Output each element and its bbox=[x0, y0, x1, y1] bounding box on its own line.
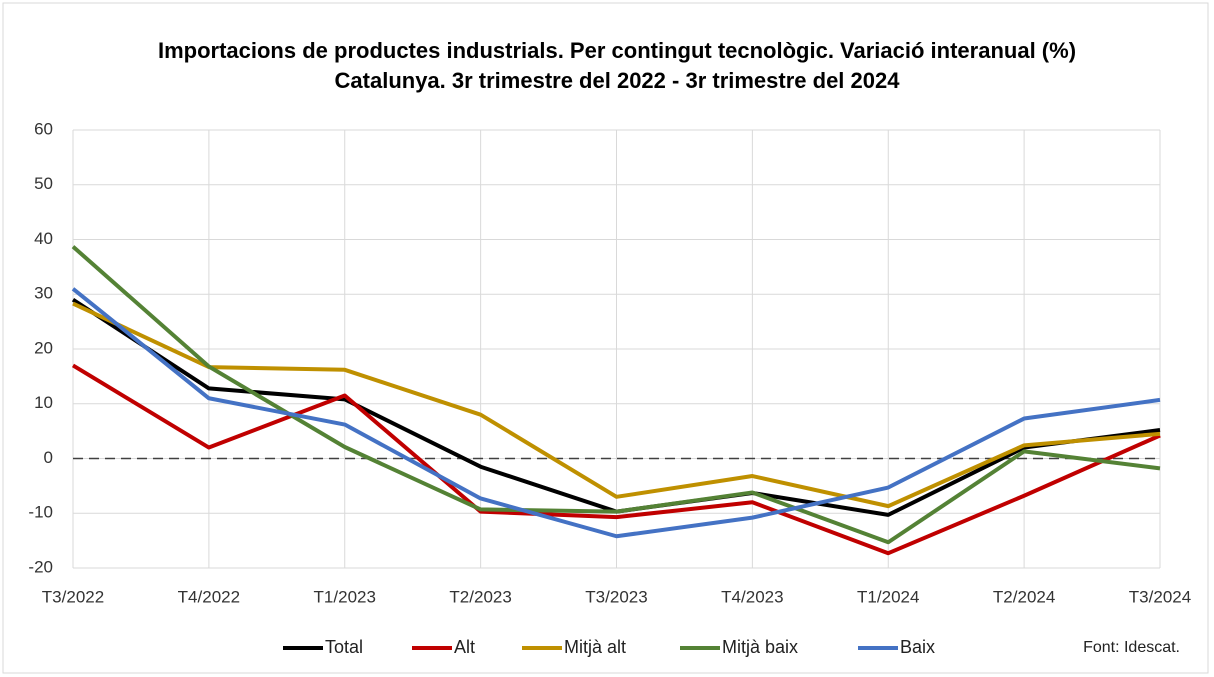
source-note: Font: Idescat. bbox=[1083, 639, 1180, 656]
x-tick-label: T3/2024 bbox=[1129, 587, 1191, 606]
x-tick-label: T2/2024 bbox=[993, 587, 1055, 606]
series-line bbox=[71, 245, 1161, 545]
y-tick-label: 60 bbox=[34, 119, 53, 138]
x-tick-label: T1/2023 bbox=[314, 587, 376, 606]
y-tick-label: 20 bbox=[34, 338, 53, 357]
x-tick-label: T2/2023 bbox=[449, 587, 511, 606]
series-line bbox=[71, 287, 1161, 539]
x-tick-label: T4/2023 bbox=[721, 587, 783, 606]
legend-label: Mitjà baix bbox=[722, 637, 798, 657]
chart-subtitle: Catalunya. 3r trimestre del 2022 - 3r tr… bbox=[335, 68, 901, 93]
legend-label: Total bbox=[325, 637, 363, 657]
y-tick-label: 50 bbox=[34, 174, 53, 193]
y-tick-label: -10 bbox=[28, 503, 53, 522]
y-tick-label: -20 bbox=[28, 557, 53, 576]
series-line bbox=[71, 363, 1161, 556]
y-tick-label: 0 bbox=[44, 448, 53, 467]
x-tick-label: T1/2024 bbox=[857, 587, 919, 606]
y-tick-label: 10 bbox=[34, 393, 53, 412]
legend-label: Baix bbox=[900, 637, 935, 657]
legend-label: Mitjà alt bbox=[564, 637, 626, 657]
x-tick-label: T3/2023 bbox=[585, 587, 647, 606]
x-tick-label: T3/2022 bbox=[42, 587, 104, 606]
y-tick-label: 30 bbox=[34, 284, 53, 303]
x-tick-label: T4/2022 bbox=[178, 587, 240, 606]
chart-title: Importacions de productes industrials. P… bbox=[158, 38, 1076, 63]
y-tick-label: 40 bbox=[34, 229, 53, 248]
legend-label: Alt bbox=[454, 637, 475, 657]
series-line bbox=[72, 301, 1161, 509]
